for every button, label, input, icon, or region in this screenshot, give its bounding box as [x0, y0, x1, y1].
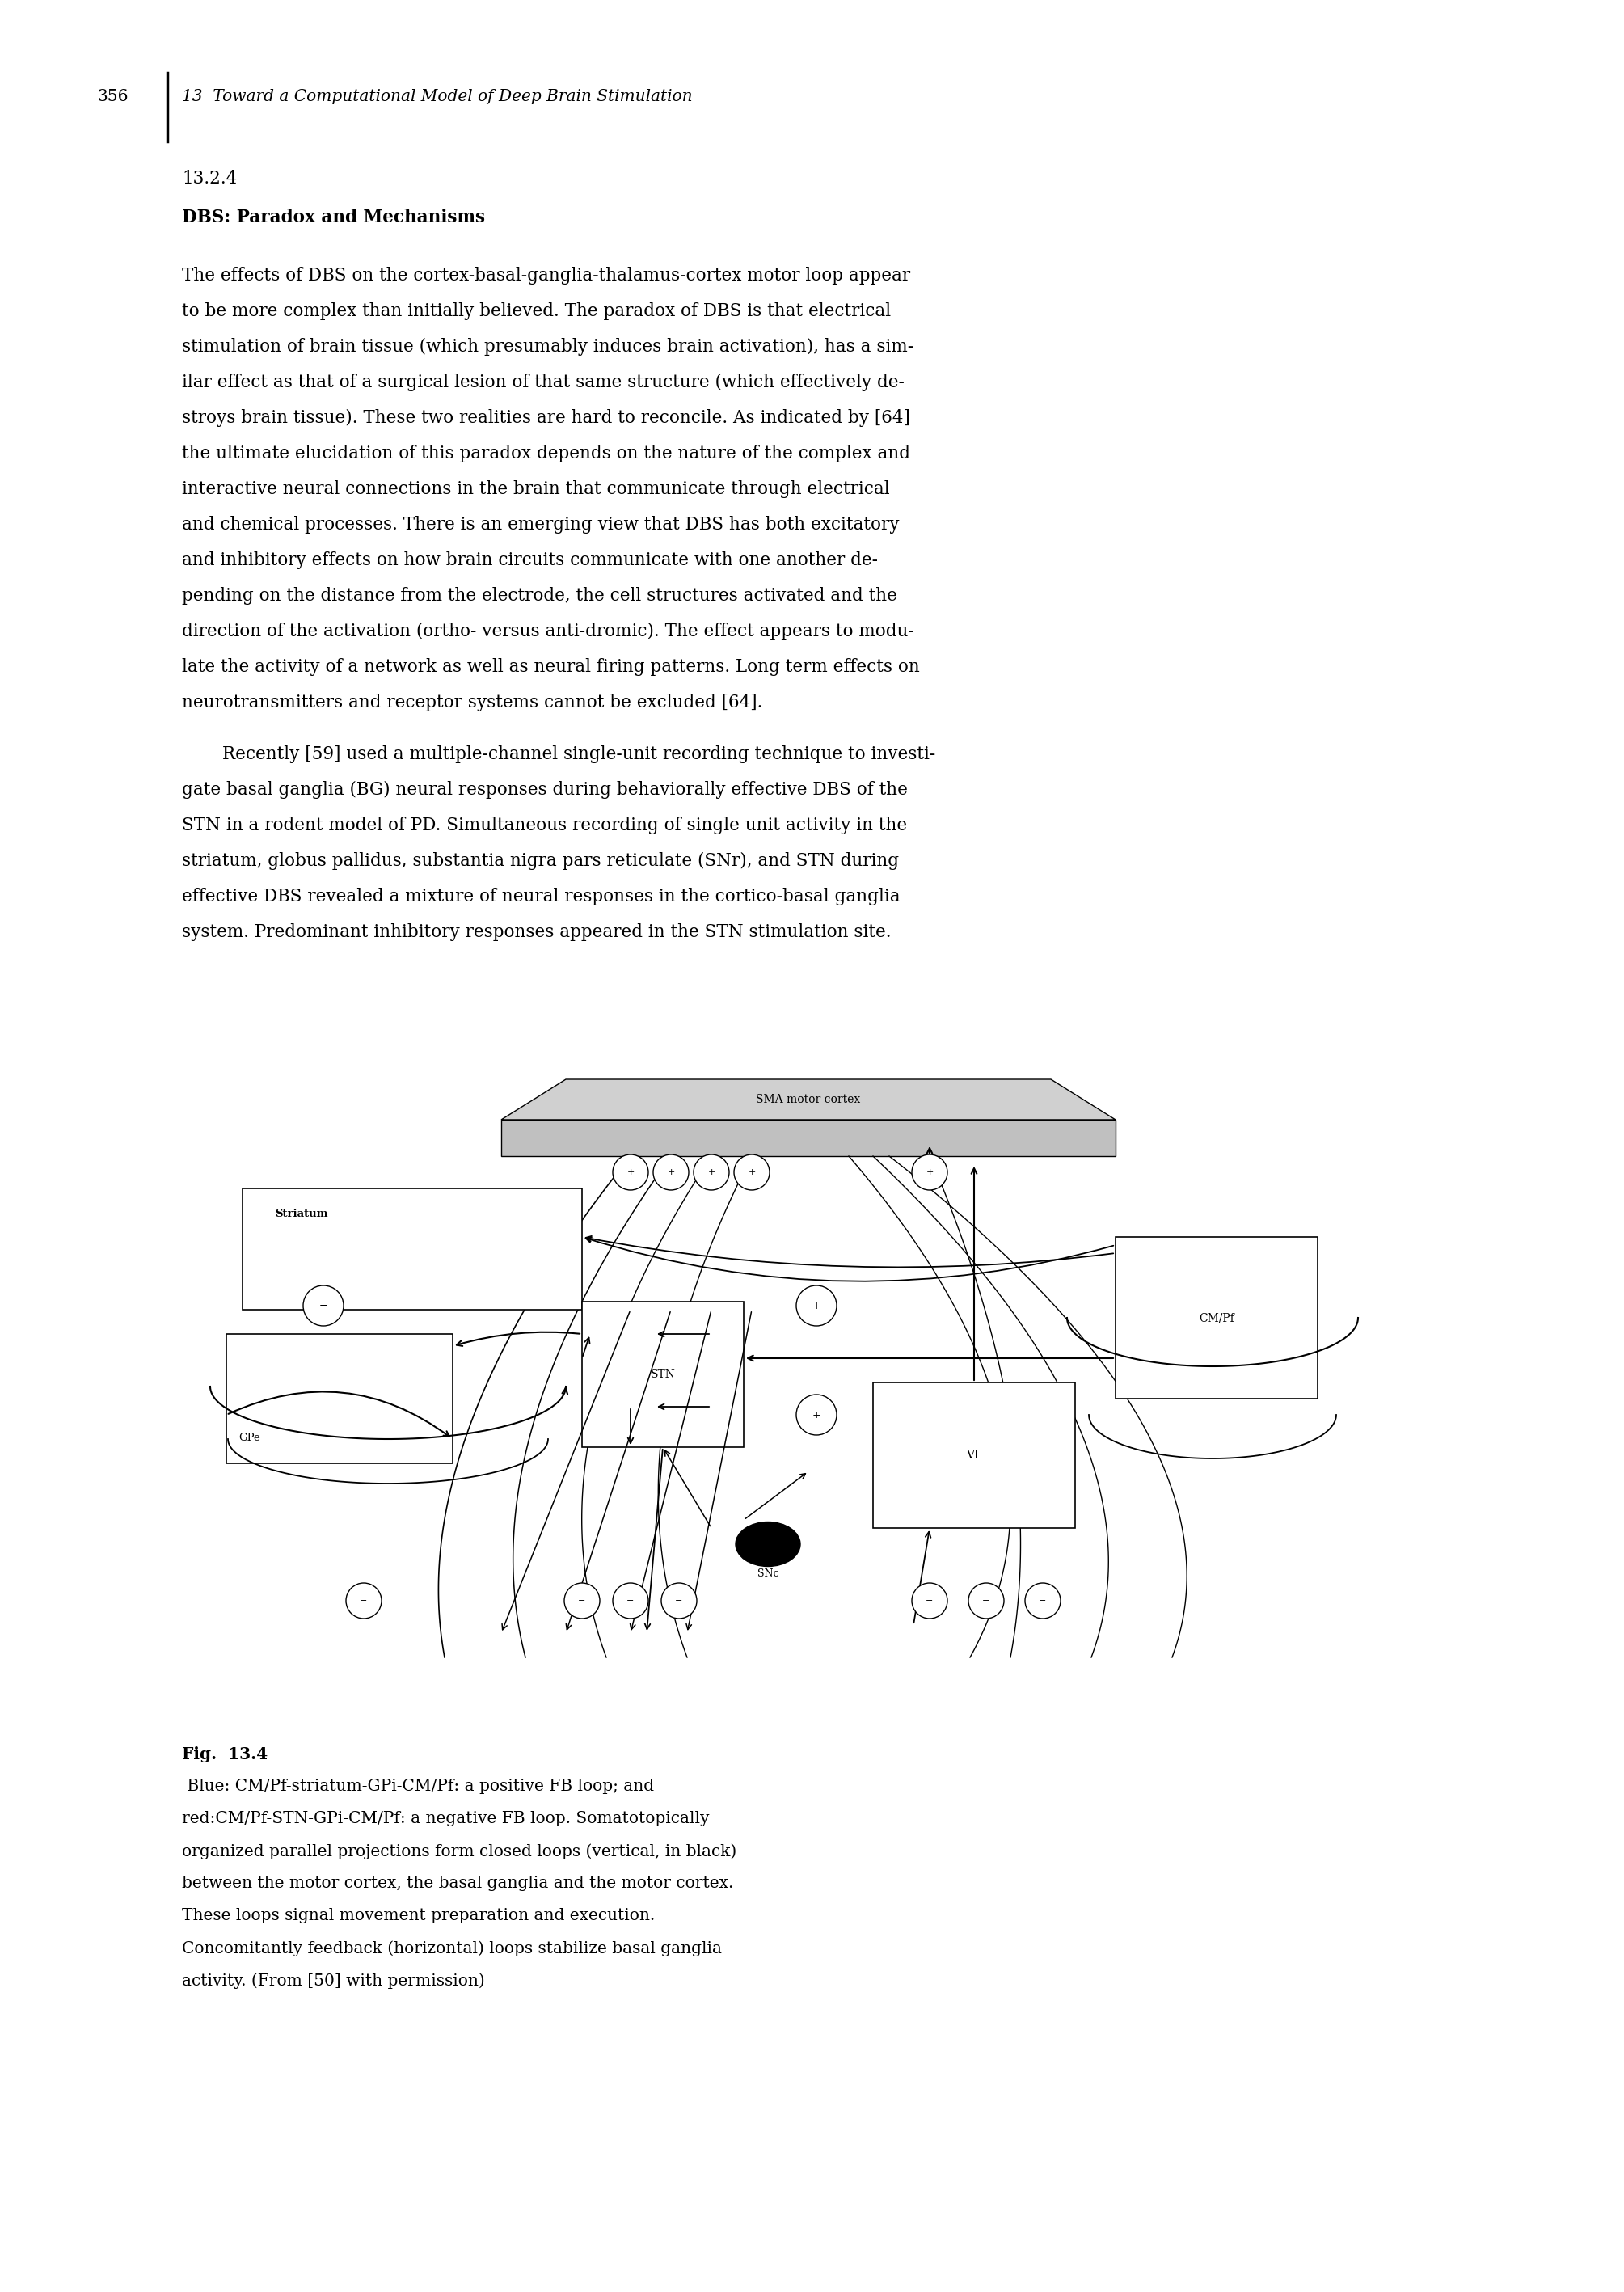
Text: Concomitantly feedback (horizontal) loops stabilize basal ganglia: Concomitantly feedback (horizontal) loop…	[182, 1941, 721, 1955]
Text: STN in a rodent model of PD. Simultaneous recording of single unit activity in t: STN in a rodent model of PD. Simultaneou…	[182, 816, 908, 834]
Polygon shape	[502, 1080, 1116, 1121]
Text: ilar effect as that of a surgical lesion of that same structure (which effective: ilar effect as that of a surgical lesion…	[182, 374, 905, 392]
FancyBboxPatch shape	[581, 1302, 744, 1446]
Circle shape	[693, 1155, 729, 1190]
Text: 13  Toward a Computational Model of Deep Brain Stimulation: 13 Toward a Computational Model of Deep …	[182, 89, 692, 105]
Text: red:CM/Pf-STN-GPi-CM/Pf: a negative FB loop. Somatotopically: red:CM/Pf-STN-GPi-CM/Pf: a negative FB l…	[182, 1811, 710, 1827]
Text: −: −	[676, 1598, 682, 1604]
Text: neurotransmitters and receptor systems cannot be excluded [64].: neurotransmitters and receptor systems c…	[182, 694, 763, 711]
Circle shape	[796, 1394, 836, 1435]
Text: +: +	[749, 1169, 755, 1176]
Text: stroys brain tissue). These two realities are hard to reconcile. As indicated by: stroys brain tissue). These two realitie…	[182, 408, 909, 426]
Circle shape	[968, 1584, 1004, 1618]
Text: gate basal ganglia (BG) neural responses during behaviorally effective DBS of th: gate basal ganglia (BG) neural responses…	[182, 782, 908, 800]
Text: These loops signal movement preparation and execution.: These loops signal movement preparation …	[182, 1907, 654, 1923]
Circle shape	[796, 1286, 836, 1325]
Text: system. Predominant inhibitory responses appeared in the STN stimulation site.: system. Predominant inhibitory responses…	[182, 924, 892, 942]
Text: +: +	[708, 1169, 715, 1176]
Text: and inhibitory effects on how brain circuits communicate with one another de-: and inhibitory effects on how brain circ…	[182, 552, 879, 568]
Text: +: +	[812, 1300, 820, 1311]
Text: organized parallel projections form closed loops (vertical, in black): organized parallel projections form clos…	[182, 1843, 737, 1859]
Text: −: −	[318, 1300, 328, 1311]
Text: GPe: GPe	[239, 1432, 260, 1444]
Text: +: +	[812, 1410, 820, 1421]
Circle shape	[661, 1584, 697, 1618]
Circle shape	[911, 1155, 947, 1190]
Text: striatum, globus pallidus, substantia nigra pars reticulate (SNr), and STN durin: striatum, globus pallidus, substantia ni…	[182, 853, 900, 871]
Text: 356: 356	[97, 89, 128, 105]
Text: between the motor cortex, the basal ganglia and the motor cortex.: between the motor cortex, the basal gang…	[182, 1875, 734, 1891]
Text: The effects of DBS on the cortex-basal-ganglia-thalamus-cortex motor loop appear: The effects of DBS on the cortex-basal-g…	[182, 266, 911, 284]
Text: −: −	[926, 1598, 934, 1604]
Circle shape	[1025, 1584, 1060, 1618]
Text: activity. (From [50] with permission): activity. (From [50] with permission)	[182, 1973, 486, 1989]
Circle shape	[612, 1584, 648, 1618]
Text: to be more complex than initially believed. The paradox of DBS is that electrica: to be more complex than initially believ…	[182, 303, 892, 321]
FancyBboxPatch shape	[874, 1382, 1075, 1529]
Text: +: +	[926, 1169, 934, 1176]
Circle shape	[612, 1155, 648, 1190]
Text: SNc: SNc	[757, 1568, 778, 1579]
Text: −: −	[361, 1598, 367, 1604]
Circle shape	[304, 1286, 344, 1325]
Ellipse shape	[736, 1522, 801, 1565]
Text: STN: STN	[650, 1368, 676, 1380]
Circle shape	[734, 1155, 770, 1190]
Circle shape	[653, 1155, 689, 1190]
Text: Blue: CM/Pf-striatum-GPi-CM/Pf: a positive FB loop; and: Blue: CM/Pf-striatum-GPi-CM/Pf: a positi…	[182, 1779, 654, 1795]
FancyBboxPatch shape	[226, 1334, 453, 1462]
Text: stimulation of brain tissue (which presumably induces brain activation), has a s: stimulation of brain tissue (which presu…	[182, 337, 914, 355]
Text: CM/Pf: CM/Pf	[1199, 1311, 1234, 1322]
Text: VL: VL	[966, 1449, 983, 1460]
Text: −: −	[1039, 1598, 1046, 1604]
Text: and chemical processes. There is an emerging view that DBS has both excitatory: and chemical processes. There is an emer…	[182, 516, 900, 534]
Text: +: +	[667, 1169, 674, 1176]
FancyBboxPatch shape	[242, 1190, 581, 1309]
Text: Recently [59] used a multiple-channel single-unit recording technique to investi: Recently [59] used a multiple-channel si…	[222, 745, 935, 763]
FancyBboxPatch shape	[1116, 1238, 1317, 1398]
Text: SMA motor cortex: SMA motor cortex	[757, 1093, 861, 1105]
Text: effective DBS revealed a mixture of neural responses in the cortico-basal gangli: effective DBS revealed a mixture of neur…	[182, 887, 900, 905]
Text: +: +	[627, 1169, 635, 1176]
Text: direction of the activation (ortho- versus anti-dromic). The effect appears to m: direction of the activation (ortho- vers…	[182, 623, 914, 639]
Circle shape	[346, 1584, 382, 1618]
Text: −: −	[627, 1598, 635, 1604]
Text: −: −	[578, 1598, 586, 1604]
Text: the ultimate elucidation of this paradox depends on the nature of the complex an: the ultimate elucidation of this paradox…	[182, 445, 909, 463]
Text: −: −	[983, 1598, 991, 1604]
Text: DBS: Paradox and Mechanisms: DBS: Paradox and Mechanisms	[182, 209, 486, 227]
Text: 13.2.4: 13.2.4	[182, 170, 237, 188]
Circle shape	[564, 1584, 599, 1618]
Text: interactive neural connections in the brain that communicate through electrical: interactive neural connections in the br…	[182, 481, 890, 497]
Text: late the activity of a network as well as neural firing patterns. Long term effe: late the activity of a network as well a…	[182, 658, 919, 676]
Polygon shape	[502, 1121, 1116, 1155]
Circle shape	[911, 1584, 947, 1618]
Text: Fig.  13.4: Fig. 13.4	[182, 1747, 268, 1763]
Text: pending on the distance from the electrode, the cell structures activated and th: pending on the distance from the electro…	[182, 587, 896, 605]
Text: Striatum: Striatum	[274, 1208, 328, 1219]
